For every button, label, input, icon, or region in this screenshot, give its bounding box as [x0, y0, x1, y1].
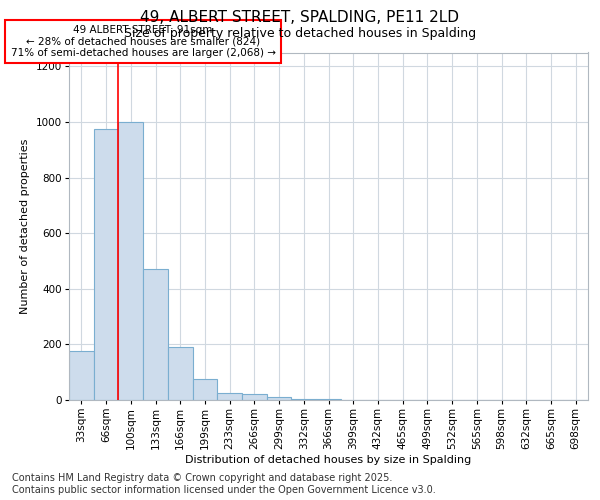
Bar: [143, 270, 168, 400]
Text: Size of property relative to detached houses in Spalding: Size of property relative to detached ho…: [124, 28, 476, 40]
Bar: [267, 397, 292, 400]
Bar: [94, 129, 118, 400]
Bar: [292, 398, 316, 400]
Text: 49 ALBERT STREET: 91sqm
← 28% of detached houses are smaller (824)
71% of semi-d: 49 ALBERT STREET: 91sqm ← 28% of detache…: [11, 25, 275, 58]
Text: 49, ALBERT STREET, SPALDING, PE11 2LD: 49, ALBERT STREET, SPALDING, PE11 2LD: [140, 10, 460, 25]
Bar: [242, 394, 267, 400]
Bar: [118, 122, 143, 400]
Bar: [217, 393, 242, 400]
Y-axis label: Number of detached properties: Number of detached properties: [20, 138, 30, 314]
Text: Contains HM Land Registry data © Crown copyright and database right 2025.
Contai: Contains HM Land Registry data © Crown c…: [12, 474, 436, 495]
X-axis label: Distribution of detached houses by size in Spalding: Distribution of detached houses by size …: [185, 454, 472, 464]
Bar: [69, 352, 94, 400]
Bar: [168, 347, 193, 400]
Bar: [193, 379, 217, 400]
